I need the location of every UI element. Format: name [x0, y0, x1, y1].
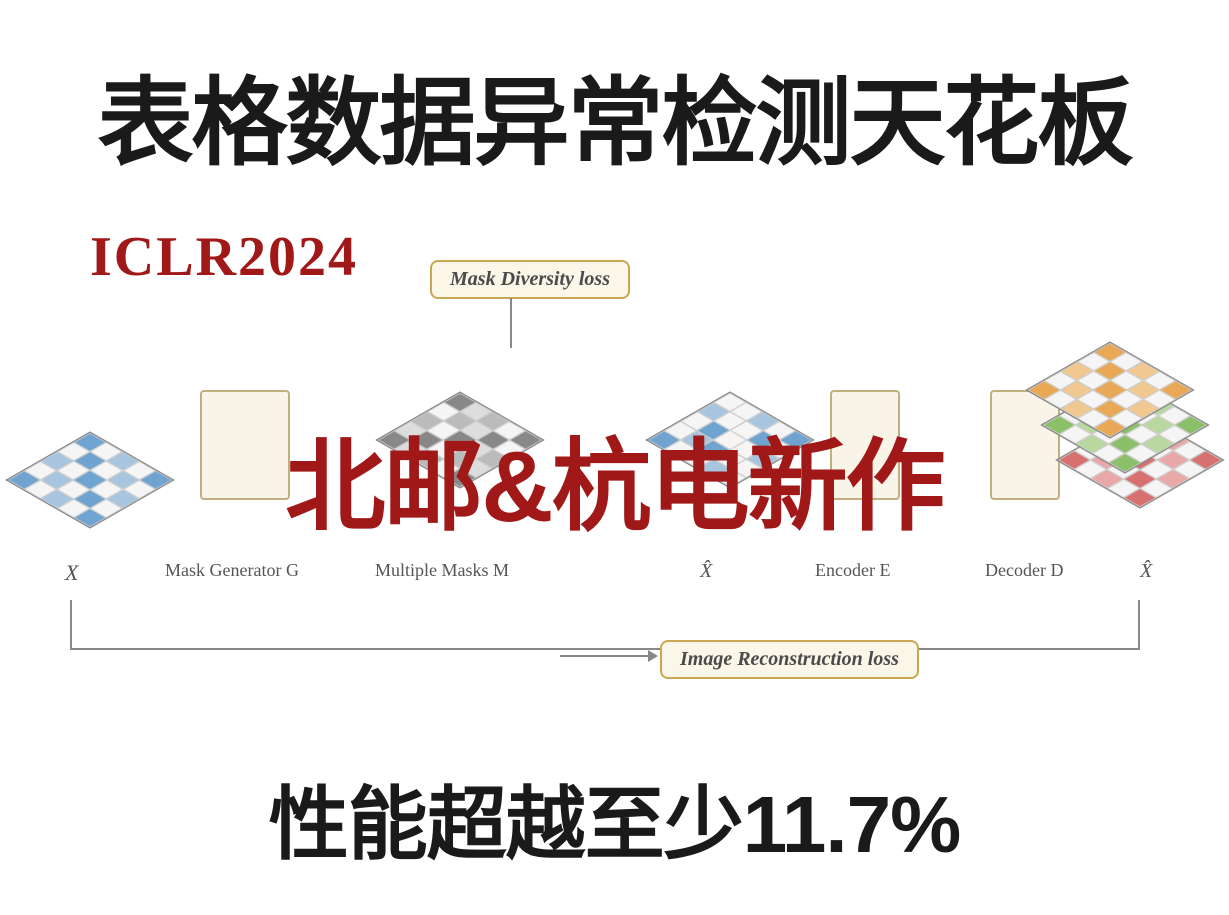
title-top: 表格数据异常检测天花板 [98, 45, 1132, 184]
label-encoder: Encoder E [815, 560, 890, 581]
label-mask-generator: Mask Generator G [165, 560, 299, 581]
label-x-masked: X̂ [700, 560, 712, 583]
bracket-left [70, 600, 670, 650]
decoder-block [990, 390, 1060, 500]
title-bottom: 性能超越至少11.7% [269, 760, 960, 876]
label-x-reconstructed: X̂ [1140, 560, 1152, 583]
mask-generator-block [200, 390, 290, 500]
input-x-tile [5, 431, 175, 528]
label-multiple-masks: Multiple Masks M [375, 560, 509, 581]
mask-diversity-loss-box: Mask Diversity loss [430, 260, 630, 299]
title-middle: 北邮&杭电新作 [285, 405, 943, 550]
label-decoder: Decoder D [985, 560, 1063, 581]
label-x: X [65, 560, 78, 586]
image-reconstruction-loss-box: Image Reconstruction loss [660, 640, 919, 679]
arrow-loss-down [510, 298, 512, 348]
arrow-bottom [560, 655, 650, 657]
